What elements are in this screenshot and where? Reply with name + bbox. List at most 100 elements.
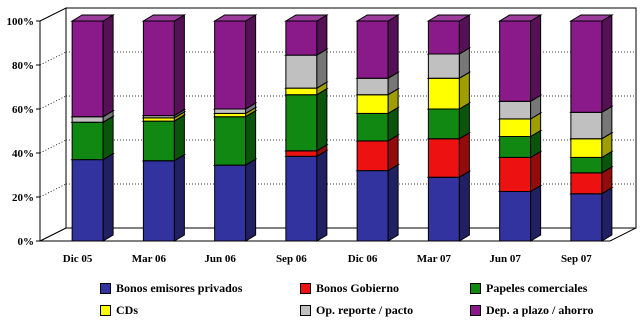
bar-side — [530, 150, 542, 193]
legend-swatch — [470, 283, 481, 294]
bar-side — [173, 14, 185, 117]
bar-top — [569, 14, 614, 22]
bar-front — [356, 112, 389, 142]
bar-side — [387, 14, 399, 80]
bar-side — [530, 14, 542, 103]
legend-label: CDs — [116, 303, 139, 317]
bar-side — [601, 186, 613, 242]
bar-side — [458, 14, 470, 55]
bar-front — [570, 138, 603, 158]
x-category-label: Sep 06 — [276, 253, 307, 265]
bar-front — [499, 136, 532, 158]
bar-segment — [212, 109, 258, 166]
bar-front — [356, 20, 389, 79]
legend-swatch — [100, 305, 111, 316]
gridline-side — [39, 95, 67, 110]
bar-front — [214, 108, 247, 114]
legend-label: Bonos Gobierno — [316, 281, 400, 295]
bar-segment — [426, 14, 472, 55]
legend-item: CDs — [100, 303, 138, 318]
bar-front — [570, 111, 603, 140]
bar-front — [285, 20, 318, 56]
bar-segment — [497, 14, 543, 103]
bar-front — [356, 77, 389, 96]
bar-front — [499, 191, 532, 242]
bar-front — [285, 54, 318, 89]
legend-item: Bonos Gobierno — [300, 281, 399, 296]
bar-side — [601, 14, 613, 114]
bar-side — [316, 48, 328, 89]
bar-side — [102, 115, 114, 161]
floor — [39, 227, 637, 242]
bar-front — [356, 94, 389, 114]
bar-segment — [284, 87, 329, 152]
y-tick-label: 60% — [12, 104, 34, 116]
y-axis-ticks: 0% 20% 40% 60% 80% 100% — [7, 7, 636, 248]
bar-front — [427, 138, 460, 178]
legend-label: Papeles comerciales — [486, 281, 588, 295]
gridline-side — [39, 183, 67, 198]
legend-swatch — [470, 305, 481, 316]
bar-segment — [212, 14, 258, 110]
bar-front — [427, 77, 460, 110]
bar-front — [499, 118, 532, 138]
chart-walls — [39, 7, 637, 242]
bar-front — [214, 164, 247, 242]
bar-front — [427, 176, 460, 242]
bar-front — [142, 20, 175, 117]
legend-item: Bonos emisores privados — [100, 281, 242, 296]
bar-side — [316, 149, 328, 242]
bar-segment — [141, 153, 187, 242]
bar-top — [141, 14, 187, 22]
gridline-side — [39, 51, 67, 66]
bar-side — [173, 153, 185, 242]
bar-front — [570, 193, 603, 242]
bar-front — [214, 20, 247, 110]
gridline-side — [39, 7, 67, 22]
bar-side — [458, 131, 470, 179]
bar-side — [102, 14, 114, 118]
y-tick-label: 0% — [18, 236, 35, 248]
bar-front — [285, 87, 318, 96]
chart-legend: Bonos emisores privados Bonos Gobierno Pap… — [100, 281, 640, 325]
bar-front — [71, 159, 104, 242]
bar-front — [285, 155, 318, 242]
legend-swatch — [300, 305, 311, 316]
bar-top — [284, 14, 329, 22]
x-category-label: Mar 06 — [132, 253, 167, 265]
bar-front — [499, 156, 532, 192]
bar-segment — [426, 170, 472, 242]
bar-front — [356, 140, 389, 172]
bar-series — [70, 14, 614, 242]
x-axis-categories: Dic 05 Mar 06 Jun 06 Sep 06 Dic 06 Mar 07 Jun … — [63, 253, 593, 265]
bar-segment — [426, 131, 472, 179]
bar-front — [427, 108, 460, 140]
bar-front — [570, 172, 603, 195]
bar-segment — [355, 14, 400, 80]
x-category-label: Dic 05 — [63, 253, 93, 265]
bar-front — [570, 20, 603, 113]
bar-segment — [141, 114, 187, 162]
bar-segment — [70, 152, 115, 242]
bar-side — [530, 184, 542, 242]
bar-front — [71, 116, 104, 123]
bar-side — [245, 14, 257, 110]
legend-label: Op. reporte / pacto — [316, 303, 414, 317]
bar-front — [499, 100, 532, 120]
y-tick-label: 20% — [12, 192, 34, 204]
bar-segment — [569, 14, 614, 114]
bar-top — [212, 14, 258, 22]
bar-front — [285, 94, 318, 152]
bar-segment — [426, 47, 472, 80]
bar-segment — [70, 115, 115, 161]
x-category-label: Mar 07 — [417, 253, 452, 265]
bar-segment — [284, 14, 329, 56]
bar-side — [245, 109, 257, 166]
bar-front — [570, 156, 603, 174]
legend-label: Dep. a plazo / ahorro — [486, 303, 594, 317]
bar-top — [497, 14, 543, 22]
y-tick-label: 80% — [12, 60, 34, 72]
bar-segment — [355, 163, 400, 242]
bar-front — [285, 150, 318, 157]
